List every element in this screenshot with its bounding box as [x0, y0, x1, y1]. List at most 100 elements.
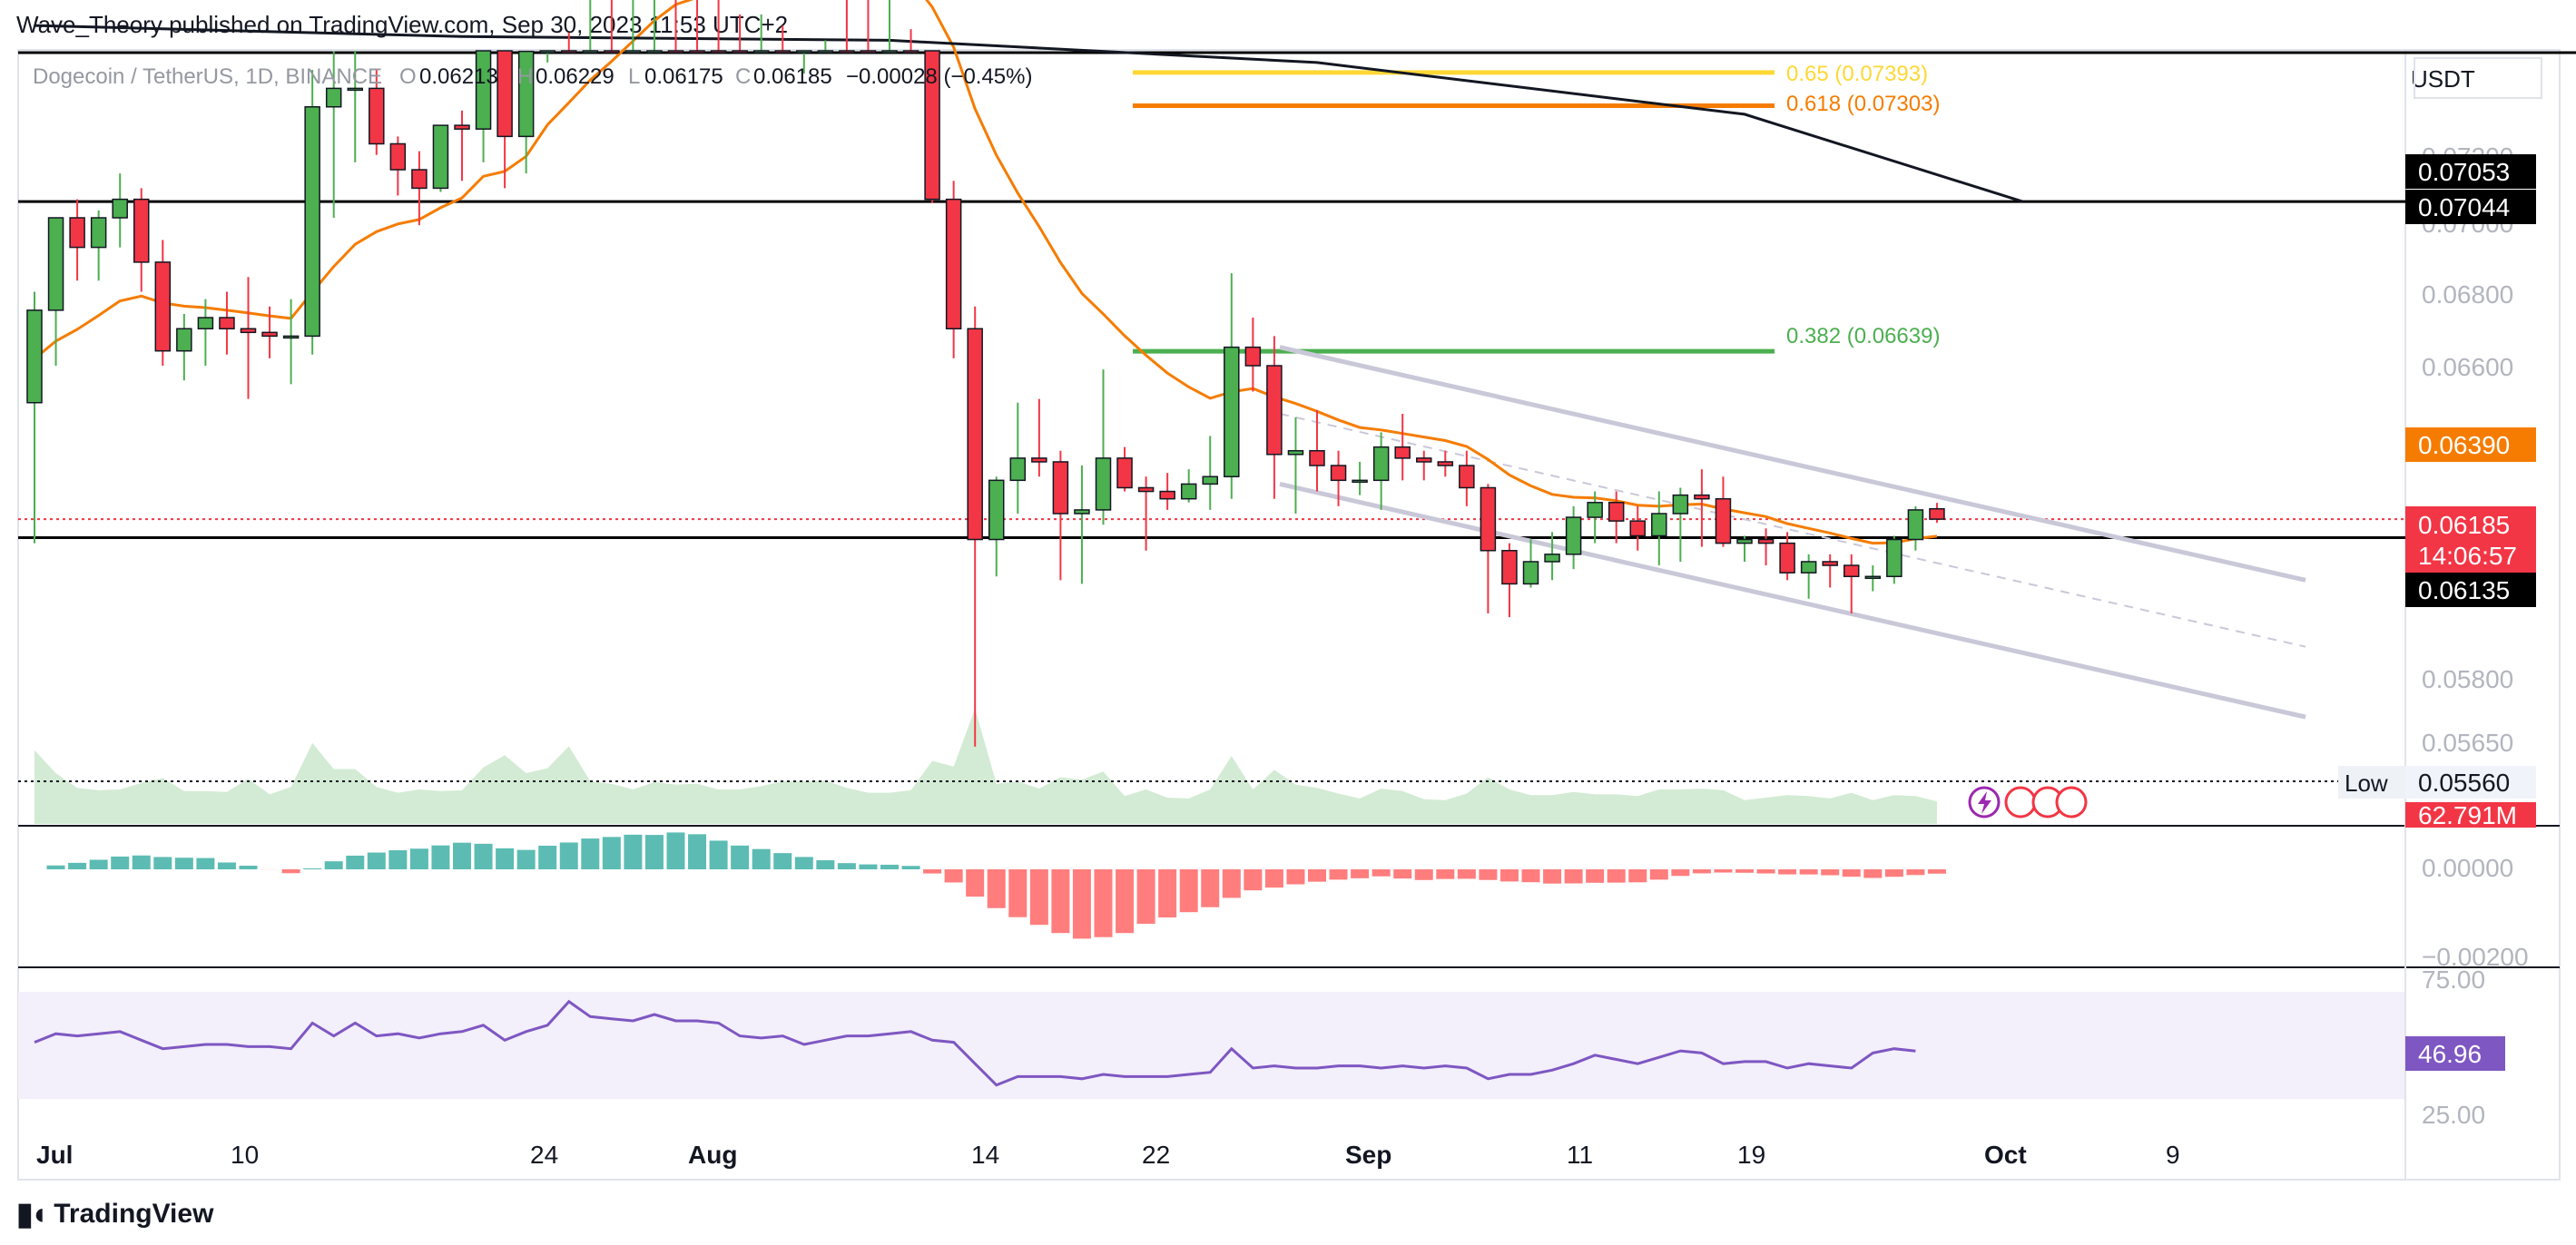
candle-body [1159, 490, 1175, 500]
candle [1629, 505, 1646, 551]
candle [1651, 491, 1667, 566]
channel-mid-line [1279, 412, 2306, 648]
macd-histogram-bar [431, 845, 450, 869]
macd-bar [1628, 869, 1647, 883]
candle-body [1757, 538, 1775, 544]
us-flag-icon[interactable] [2055, 786, 2088, 819]
macd-histogram-bar [1521, 869, 1540, 883]
macd-bar [1308, 869, 1326, 882]
candle [1929, 503, 1945, 524]
macd-bar [987, 869, 1006, 908]
currency-box[interactable] [2414, 57, 2542, 99]
macd-bar [559, 842, 578, 869]
macd-bar [581, 838, 600, 869]
candle-body [624, 50, 642, 54]
candle [1416, 450, 1432, 481]
macd-histogram-bar [1372, 869, 1391, 877]
macd-histogram-bar [1072, 869, 1091, 939]
rsi-level-label: 75.00 [2422, 966, 2485, 994]
us-flag-icon[interactable] [2004, 786, 2037, 819]
macd-histogram-bar [794, 857, 813, 869]
candle-body [1629, 520, 1646, 537]
candle-body [881, 50, 898, 54]
candle-body [1009, 457, 1027, 482]
candle [624, 0, 642, 54]
macd-histogram-bar [1351, 869, 1370, 878]
candle [1330, 450, 1347, 506]
tradingview-brand: ▮◖ TradingView [16, 1196, 213, 1232]
candle [732, 14, 748, 54]
macd-bar [773, 853, 792, 869]
candle-body [432, 124, 449, 190]
candle-body [924, 50, 940, 201]
candle [1587, 491, 1603, 544]
price-label: 0.05650 [2422, 729, 2513, 757]
macd-histogram-bar [1756, 869, 1775, 874]
candle [240, 277, 257, 399]
macd-histogram-bar [1884, 869, 1903, 877]
macd-bar [1586, 869, 1605, 883]
price-tag-07044: 0.07044 [2418, 193, 2510, 221]
macd-bar [538, 845, 557, 869]
volume-area [34, 708, 1937, 824]
price-tag-current: 0.06185 [2418, 511, 2510, 539]
candle [154, 240, 172, 366]
candle [817, 40, 834, 54]
macd-bar [1564, 869, 1583, 884]
macd-histogram-bar [923, 869, 942, 874]
macd-histogram-bar [174, 858, 193, 869]
rsi-tag: 46.96 [2418, 1040, 2482, 1068]
candle [475, 50, 492, 162]
brand-text: TradingView [54, 1199, 214, 1229]
macd-bar [1264, 869, 1283, 888]
candle-body [1394, 446, 1411, 459]
low-label: L [628, 64, 640, 89]
candle-body [369, 87, 385, 145]
open-value: 0.06213 [419, 64, 498, 89]
candle [411, 151, 428, 226]
candle-body [389, 142, 407, 171]
candle [1116, 446, 1133, 492]
candle-body [1501, 550, 1518, 585]
candle [774, 25, 791, 54]
macd-histogram-bar [816, 860, 835, 869]
macd-histogram-bar [773, 853, 792, 869]
candle-body [1544, 554, 1560, 563]
candle-body [774, 50, 791, 54]
macd-bar [1286, 869, 1305, 885]
macd-bar [324, 861, 343, 869]
time-axis: Jul 10 24 Aug 14 22 Sep 11 19 Oct 9 [36, 1141, 2180, 1169]
candle-body [1202, 475, 1218, 485]
macd-bar [132, 855, 151, 869]
macd-histogram-bar [752, 848, 771, 869]
candle-body [1587, 502, 1603, 518]
candle [1522, 539, 1539, 588]
macd-bar [1222, 869, 1241, 898]
macd-bar [837, 863, 856, 869]
candle [1779, 532, 1795, 581]
macd-histogram-bar [581, 838, 600, 869]
macd-histogram-bar [1051, 869, 1070, 934]
macd-histogram-bar [1499, 869, 1519, 882]
price-label: 0.06600 [2422, 353, 2513, 381]
macd-histogram-bar [1628, 869, 1647, 883]
candle [454, 110, 470, 181]
macd-histogram-bar [516, 849, 536, 869]
candle [282, 299, 300, 385]
candle-body [411, 169, 428, 190]
macd-histogram-bar [1222, 869, 1241, 898]
candle-body [1052, 461, 1069, 515]
macd-bar [1499, 869, 1519, 882]
candle-body [667, 50, 684, 54]
macd-bar [1863, 869, 1883, 878]
macd-bar [1351, 869, 1370, 878]
macd-histogram-bar [239, 866, 258, 869]
macd-bar [1029, 869, 1048, 926]
candle-body [732, 50, 748, 54]
macd-histogram-bar [1136, 869, 1155, 924]
currency-label: USDT [2411, 65, 2475, 93]
macd-bar [1179, 869, 1198, 913]
macd-bar [1372, 869, 1391, 877]
candle-body [1031, 457, 1047, 463]
